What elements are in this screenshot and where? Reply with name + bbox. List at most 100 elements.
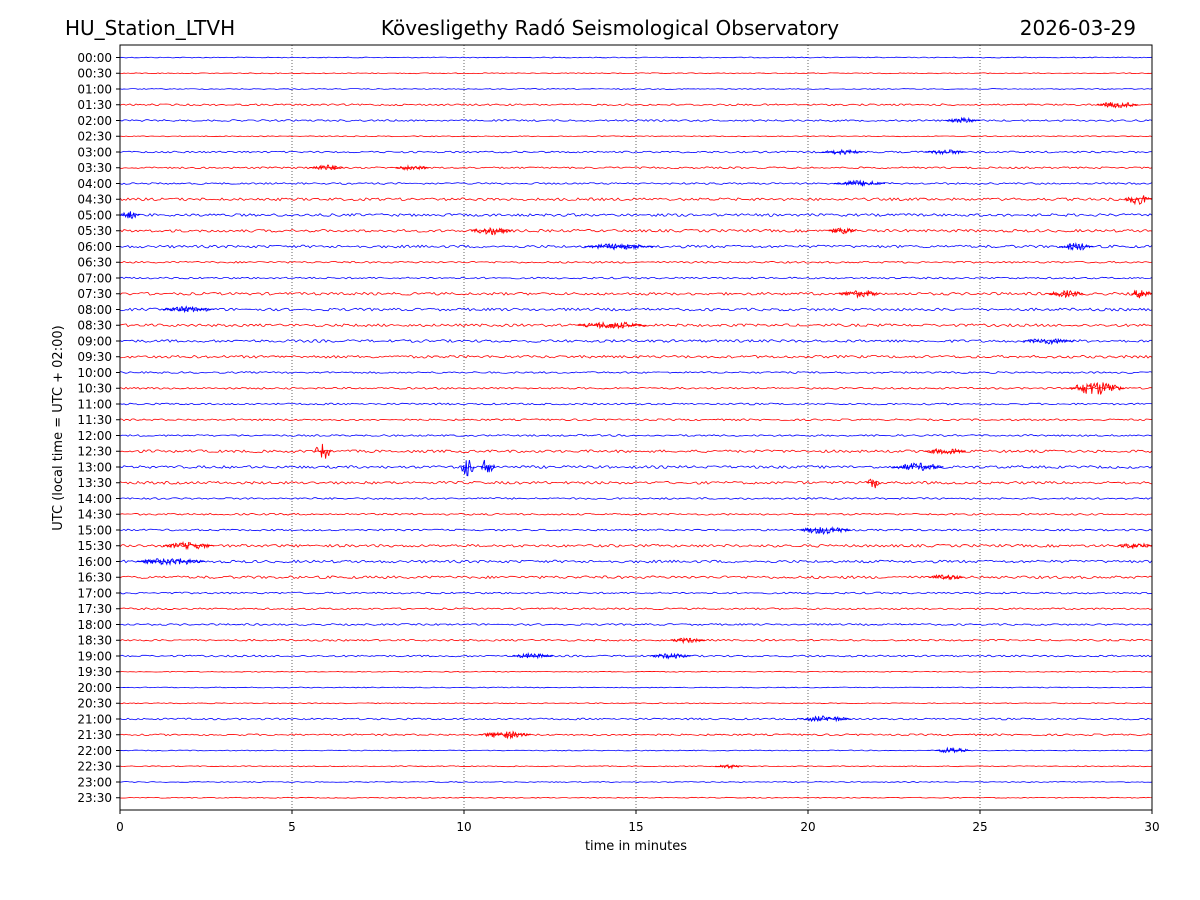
- trace-10:00: [119, 371, 1153, 374]
- y-tick-label-17:30: 17:30: [77, 602, 112, 616]
- x-tick-label-25: 25: [972, 820, 987, 834]
- trace-05:00: [119, 213, 1153, 217]
- y-tick-label-13:00: 13:00: [77, 460, 112, 474]
- event-18:30-31: [670, 637, 705, 645]
- event-05:30-10: [828, 227, 856, 235]
- trace-05:30: [119, 228, 1153, 233]
- trace-15:30: [119, 543, 1153, 548]
- x-axis-label: time in minutes: [585, 839, 687, 854]
- y-tick-label-22:30: 22:30: [77, 760, 112, 774]
- event-10:30-19: [1069, 381, 1124, 395]
- event-03:00-3: [924, 149, 966, 156]
- y-tick-label-11:00: 11:00: [77, 397, 112, 411]
- y-tick-label-07:30: 07:30: [77, 287, 112, 301]
- y-tick-label-06:00: 06:00: [77, 240, 112, 254]
- event-02:00-1: [945, 116, 981, 124]
- event-15:30-27: [162, 540, 215, 551]
- y-tick-label-20:30: 20:30: [77, 697, 112, 711]
- trace-00:00: [119, 56, 1153, 59]
- trace-01:00: [119, 88, 1153, 90]
- trace-23:00: [119, 781, 1153, 783]
- y-tick-label-10:00: 10:00: [77, 366, 112, 380]
- event-03:30-5: [395, 164, 429, 172]
- y-tick-label-18:30: 18:30: [77, 634, 112, 648]
- y-tick-label-01:00: 01:00: [77, 82, 112, 96]
- trace-23:30: [119, 796, 1153, 799]
- x-tick-label-0: 0: [116, 820, 124, 834]
- event-16:30-30: [928, 574, 963, 581]
- event-21:00-34: [799, 715, 851, 723]
- y-tick-label-21:00: 21:00: [77, 712, 112, 726]
- event-07:30-15: [1131, 289, 1152, 299]
- y-tick-label-17:00: 17:00: [77, 586, 112, 600]
- y-tick-label-19:00: 19:00: [77, 649, 112, 663]
- trace-11:00: [119, 402, 1153, 406]
- event-05:00-8: [119, 211, 141, 220]
- trace-20:30: [119, 702, 1153, 705]
- y-tick-label-03:30: 03:30: [77, 161, 112, 175]
- y-tick-label-06:30: 06:30: [77, 256, 112, 270]
- trace-13:30: [119, 480, 1153, 485]
- y-tick-label-20:00: 20:00: [77, 681, 112, 695]
- trace-22:30: [119, 765, 1153, 768]
- event-09:00-18: [1022, 337, 1075, 346]
- event-07:30-13: [838, 289, 880, 299]
- x-tick-label-30: 30: [1144, 820, 1159, 834]
- y-tick-label-22:00: 22:00: [77, 744, 112, 758]
- trace-09:00: [119, 339, 1153, 343]
- event-04:30-7: [1124, 195, 1152, 206]
- y-tick-label-02:00: 02:00: [77, 114, 112, 128]
- y-tick-label-04:30: 04:30: [77, 193, 112, 207]
- y-tick-label-13:30: 13:30: [77, 476, 112, 490]
- y-tick-label-23:00: 23:00: [77, 775, 112, 789]
- y-axis-label: UTC (local time = UTC + 02:00): [51, 325, 66, 530]
- y-tick-label-04:00: 04:00: [77, 177, 112, 191]
- trace-18:30: [119, 638, 1153, 642]
- trace-16:30: [119, 575, 1153, 580]
- event-04:00-6: [833, 179, 886, 187]
- y-tick-label-01:30: 01:30: [77, 98, 112, 112]
- trace-19:00: [119, 654, 1153, 658]
- y-tick-label-12:30: 12:30: [77, 445, 112, 459]
- trace-21:00: [119, 717, 1153, 721]
- trace-00:30: [119, 72, 1153, 75]
- trace-13:00: [119, 465, 1153, 469]
- trace-14:30: [119, 512, 1153, 516]
- trace-17:30: [119, 607, 1153, 611]
- event-13:30-25: [866, 478, 881, 489]
- trace-04:00: [119, 182, 1153, 185]
- event-13:00-22: [460, 459, 475, 477]
- event-15:30-28: [1117, 542, 1153, 549]
- vertical-gridlines: [291, 45, 981, 810]
- event-16:00-29: [137, 557, 206, 567]
- event-06:00-12: [1058, 242, 1094, 251]
- y-tick-label-03:00: 03:00: [77, 145, 112, 159]
- trace-18:00: [119, 623, 1153, 626]
- trace-03:30: [119, 166, 1153, 170]
- trace-07:00: [119, 276, 1153, 280]
- y-tick-label-14:30: 14:30: [77, 508, 112, 522]
- x-tick-label-10: 10: [456, 820, 471, 834]
- trace-20:00: [119, 686, 1153, 689]
- trace-09:30: [119, 354, 1153, 359]
- trace-06:30: [119, 260, 1153, 264]
- station-title: HU_Station_LTVH: [65, 16, 235, 40]
- y-tick-label-00:30: 00:30: [77, 67, 112, 81]
- trace-17:00: [119, 591, 1153, 595]
- y-tick-label-23:30: 23:30: [77, 791, 112, 805]
- event-19:00-32: [512, 652, 554, 660]
- y-tick-label-15:00: 15:00: [77, 523, 112, 537]
- event-21:30-35: [479, 730, 531, 740]
- trace-08:30: [119, 323, 1153, 328]
- event-12:30-21: [924, 447, 966, 455]
- trace-15:00: [119, 528, 1153, 532]
- event-08:30-17: [577, 320, 647, 330]
- x-tick-label-20: 20: [800, 820, 815, 834]
- observatory-title: Kövesligethy Radó Seismological Observat…: [381, 16, 839, 40]
- y-tick-label-08:00: 08:00: [77, 303, 112, 317]
- event-12:30-20: [314, 443, 332, 459]
- trace-04:30: [119, 197, 1153, 202]
- event-08:00-16: [162, 305, 215, 314]
